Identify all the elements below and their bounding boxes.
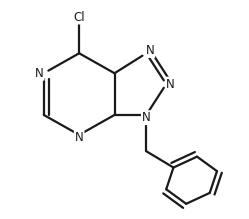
Text: N: N bbox=[75, 131, 83, 144]
Text: N: N bbox=[166, 78, 175, 91]
Text: N: N bbox=[142, 111, 151, 124]
Text: Cl: Cl bbox=[73, 11, 85, 23]
Text: N: N bbox=[145, 44, 154, 57]
Text: N: N bbox=[35, 67, 44, 80]
